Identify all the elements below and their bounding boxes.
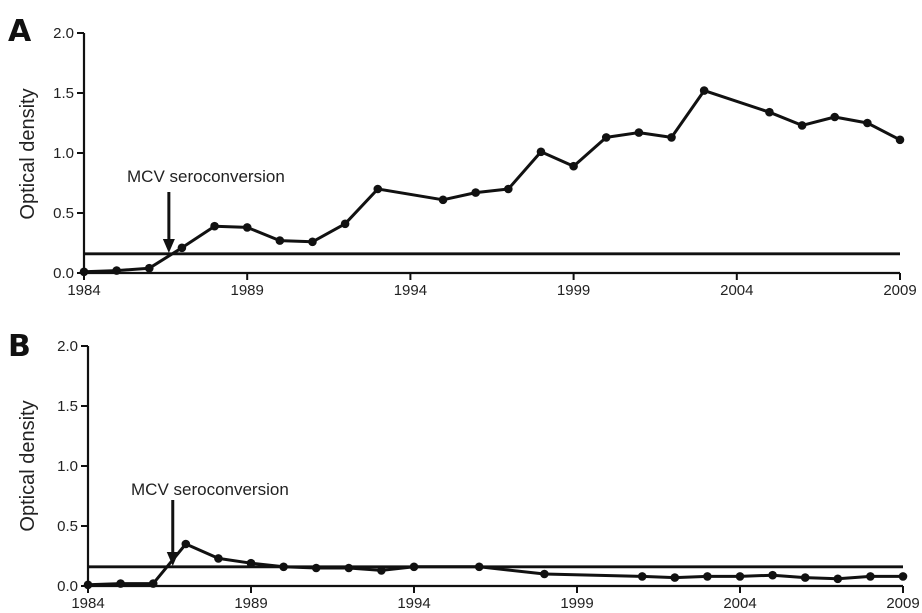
data-point-b	[768, 570, 777, 580]
panel-a: A Optical density MCV seroconversion 0.0…	[8, 14, 917, 299]
data-point-b	[800, 573, 810, 582]
data-point-b	[279, 562, 288, 572]
data-point-b	[735, 572, 745, 581]
data-point-a	[504, 184, 513, 194]
y-axis-label-b: Optical density	[17, 400, 39, 531]
seroconversion-label-a: MCV seroconversion	[127, 167, 285, 186]
series-line-b	[87, 542, 903, 587]
data-point-b	[833, 574, 843, 584]
x-tick-label-a: 2004	[720, 282, 753, 299]
series-line-a	[83, 89, 901, 274]
y-tick-label-b: 0.5	[57, 518, 78, 535]
panel-letter-b: B	[8, 329, 31, 364]
y-tick-label-b: 0.0	[57, 578, 78, 595]
data-point-b	[246, 558, 256, 568]
data-point-b	[670, 573, 680, 582]
y-tick-label-a: 1.5	[53, 85, 74, 102]
data-point-b	[311, 563, 321, 573]
data-point-a	[569, 161, 578, 171]
x-tick-label-b: 2009	[886, 595, 919, 612]
panel-letter-a: A	[8, 14, 32, 49]
x-tick-label-b: 2004	[723, 595, 756, 612]
y-tick-label-a: 2.0	[53, 25, 74, 42]
data-point-a	[373, 184, 383, 194]
y-tick-label-b: 1.0	[57, 458, 78, 475]
x-tick-label-a: 1989	[231, 282, 264, 299]
data-point-a	[536, 147, 546, 157]
data-point-a	[177, 243, 187, 253]
x-tick-label-a: 1984	[67, 282, 100, 299]
data-point-a	[79, 267, 89, 277]
data-point-a	[144, 263, 154, 273]
x-tick-label-b: 1989	[234, 595, 267, 612]
data-point-b	[474, 562, 484, 572]
data-point-b	[637, 572, 647, 581]
data-point-b	[540, 569, 549, 579]
seroconversion-arrow-head-a	[162, 239, 175, 253]
data-point-a	[112, 266, 121, 275]
x-tick-label-a: 2009	[883, 282, 916, 299]
data-point-a	[471, 188, 480, 197]
data-point-a	[601, 133, 611, 142]
x-tick-label-b: 1994	[397, 595, 430, 612]
data-point-b	[148, 579, 158, 588]
data-point-a	[242, 223, 252, 232]
data-point-a	[275, 236, 285, 245]
data-point-a	[438, 195, 448, 205]
panel-b: B Optical density MCV seroconversion 0.0…	[8, 329, 920, 612]
data-point-a	[863, 118, 872, 128]
data-point-a	[340, 219, 350, 229]
data-point-a	[634, 128, 644, 137]
data-point-a	[210, 221, 219, 231]
y-tick-label-a: 0.5	[53, 205, 74, 222]
data-point-b	[214, 554, 223, 563]
data-point-b	[898, 572, 908, 581]
data-point-a	[765, 107, 774, 117]
y-axis-label-a: Optical density	[17, 88, 39, 219]
y-tick-label-b: 2.0	[57, 338, 78, 355]
data-point-b	[866, 572, 875, 581]
data-point-a	[895, 135, 905, 145]
data-point-b	[116, 579, 125, 588]
x-tick-label-b: 1984	[71, 595, 104, 612]
y-tick-label-a: 1.0	[53, 145, 74, 162]
data-point-b	[83, 580, 93, 590]
y-tick-label-a: 0.0	[53, 265, 74, 282]
x-tick-label-b: 1999	[560, 595, 593, 612]
data-point-b	[703, 572, 712, 581]
y-tick-label-b: 1.5	[57, 398, 78, 415]
data-point-b	[344, 563, 354, 573]
data-point-b	[377, 566, 386, 575]
data-point-a	[830, 112, 840, 122]
seroconversion-label-b: MCV seroconversion	[131, 480, 289, 499]
data-point-a	[308, 237, 317, 247]
x-tick-label-a: 1999	[557, 282, 590, 299]
data-point-b	[181, 539, 191, 549]
data-point-a	[667, 133, 676, 142]
x-tick-label-a: 1994	[394, 282, 427, 299]
data-point-a	[797, 121, 807, 130]
seroconversion-arrow-head-b	[166, 552, 179, 566]
data-point-b	[409, 562, 419, 572]
data-point-a	[699, 86, 709, 95]
